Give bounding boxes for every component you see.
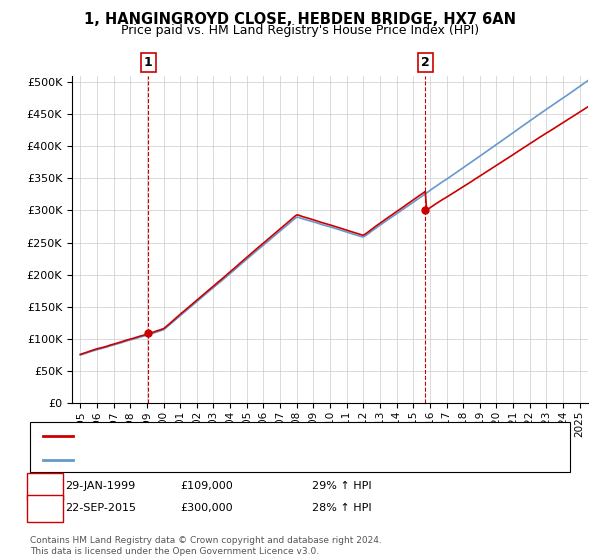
Text: 29% ↑ HPI: 29% ↑ HPI	[312, 481, 371, 491]
Text: 2: 2	[421, 56, 430, 69]
Text: 1: 1	[41, 481, 49, 491]
Text: Contains HM Land Registry data © Crown copyright and database right 2024.
This d: Contains HM Land Registry data © Crown c…	[30, 536, 382, 556]
Text: £300,000: £300,000	[180, 503, 233, 514]
Text: 22-SEP-2015: 22-SEP-2015	[65, 503, 136, 514]
Text: 29-JAN-1999: 29-JAN-1999	[65, 481, 135, 491]
Text: 28% ↑ HPI: 28% ↑ HPI	[312, 503, 371, 514]
Text: Price paid vs. HM Land Registry's House Price Index (HPI): Price paid vs. HM Land Registry's House …	[121, 24, 479, 37]
Text: 2: 2	[41, 503, 49, 514]
Text: £109,000: £109,000	[180, 481, 233, 491]
Text: HPI: Average price, detached house, Calderdale: HPI: Average price, detached house, Cald…	[79, 455, 328, 465]
Text: 1: 1	[144, 56, 152, 69]
Text: 1, HANGINGROYD CLOSE, HEBDEN BRIDGE, HX7 6AN (detached house): 1, HANGINGROYD CLOSE, HEBDEN BRIDGE, HX7…	[79, 431, 449, 441]
Text: 1, HANGINGROYD CLOSE, HEBDEN BRIDGE, HX7 6AN: 1, HANGINGROYD CLOSE, HEBDEN BRIDGE, HX7…	[84, 12, 516, 27]
